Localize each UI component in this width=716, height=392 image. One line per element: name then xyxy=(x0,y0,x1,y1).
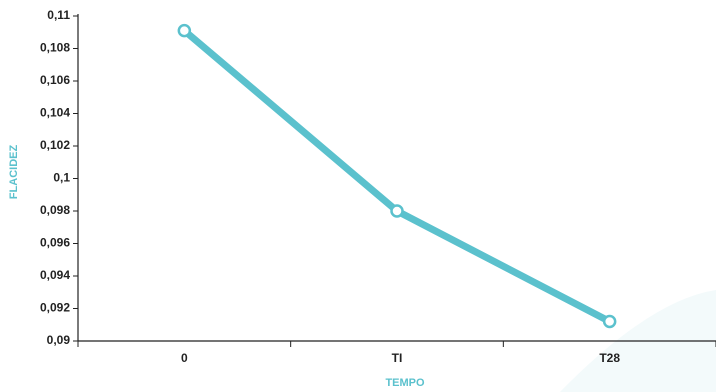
point xyxy=(390,204,404,218)
y-tick-label: 0,11 xyxy=(47,8,70,22)
y-tick-label: 0,09 xyxy=(47,333,71,347)
y-tick-label: 0,092 xyxy=(40,301,70,315)
y-axis-title: FLACIDEZ xyxy=(8,145,20,200)
y-tick-label: 0,096 xyxy=(40,236,70,250)
y-tick-label: 0,098 xyxy=(40,203,70,217)
point xyxy=(177,23,192,38)
y-tick-label: 0,094 xyxy=(40,268,70,282)
x-tick-label: TI xyxy=(392,351,403,365)
y-tick-label: 0,108 xyxy=(40,41,70,55)
y-tick-label: 0,104 xyxy=(40,106,70,120)
y-tick-label: 0,1 xyxy=(53,171,70,185)
line xyxy=(182,27,612,325)
x-tick-label: T28 xyxy=(599,351,620,365)
x-axis-title: TEMPO xyxy=(385,377,425,389)
y-tick-label: 0,106 xyxy=(40,73,70,87)
point xyxy=(602,314,617,329)
x-tick-label: 0 xyxy=(181,351,188,365)
y-tick-label: 0,102 xyxy=(40,138,70,152)
